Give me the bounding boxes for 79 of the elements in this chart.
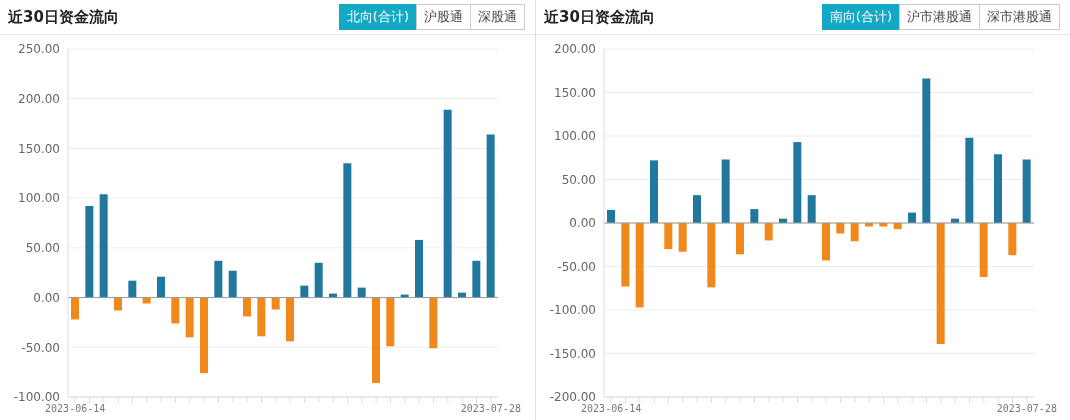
bar	[243, 297, 251, 317]
bar	[721, 159, 730, 223]
y-tick-label: 50.00	[25, 241, 60, 256]
x-tick-label: 2023-06-14	[581, 403, 642, 415]
bar	[200, 297, 208, 374]
y-tick-label: 100.00	[554, 129, 596, 144]
x-tick-label: 2023-07-28	[460, 403, 521, 415]
bar	[257, 297, 266, 337]
bar	[807, 195, 816, 223]
y-tick-label: 100.00	[18, 191, 60, 206]
bar	[142, 297, 151, 304]
bar	[300, 285, 309, 298]
y-tick-label: 250.00	[18, 42, 60, 57]
text: 南向(合计)	[821, 4, 900, 30]
bar	[286, 297, 294, 342]
bar	[979, 223, 988, 277]
bar	[850, 223, 859, 242]
y-tick-label: 150.00	[18, 141, 60, 156]
bar	[386, 297, 395, 347]
text: 沪市港股通	[899, 4, 980, 30]
y-tick-label: -100.00	[549, 303, 596, 318]
bar	[372, 297, 380, 384]
bar	[693, 195, 701, 223]
bar	[1022, 159, 1031, 223]
bar	[85, 206, 94, 298]
bar	[994, 154, 1002, 223]
x-tick-label: 2023-07-28	[996, 403, 1057, 415]
bar	[357, 287, 366, 298]
bar	[822, 223, 830, 261]
bar	[635, 223, 644, 308]
text: 深股通	[470, 4, 525, 30]
y-tick-label: 200.00	[18, 91, 60, 106]
bar	[1008, 223, 1017, 256]
bar	[314, 262, 323, 298]
y-tick-label: -100.00	[13, 390, 60, 405]
bar	[228, 270, 237, 298]
bar	[214, 260, 223, 298]
y-tick-label: -50.00	[557, 259, 596, 274]
bar	[750, 209, 759, 223]
y-tick-label: 200.00	[554, 42, 596, 57]
bar	[114, 297, 122, 311]
bar	[343, 163, 352, 298]
bar	[472, 260, 481, 298]
bar	[621, 223, 630, 287]
y-tick-label: -150.00	[549, 346, 596, 361]
bar	[185, 297, 194, 338]
y-tick-label: -200.00	[549, 390, 596, 405]
bar	[607, 209, 615, 223]
bar	[736, 223, 744, 255]
bar	[764, 223, 773, 241]
bar	[71, 297, 79, 320]
bar	[650, 160, 658, 223]
y-tick-label: 150.00	[554, 85, 596, 100]
bar	[415, 239, 423, 298]
bar	[707, 223, 716, 288]
bar	[486, 134, 495, 298]
bar	[678, 223, 687, 252]
y-tick-label: 0.00	[569, 216, 596, 231]
bar	[793, 142, 802, 223]
chart-title: 近30日资金流向	[544, 7, 655, 27]
y-tick-label: 0.00	[33, 290, 60, 305]
bar	[936, 223, 945, 344]
y-tick-label: 50.00	[561, 172, 596, 187]
y-tick-label: -50.00	[21, 340, 60, 355]
bar	[157, 276, 165, 298]
bar	[128, 280, 137, 298]
bar	[271, 297, 280, 310]
bar	[171, 297, 180, 324]
x-tick-label: 2023-06-14	[45, 403, 106, 415]
bar	[99, 194, 108, 298]
text: 北向(合计)	[338, 4, 417, 30]
bar	[922, 78, 931, 223]
text: 深市港股通	[979, 4, 1060, 30]
bar	[965, 137, 974, 223]
bar	[429, 297, 438, 349]
bar	[664, 223, 673, 250]
text: 沪股通	[416, 4, 471, 30]
chart-title: 近30日资金流向	[8, 7, 119, 27]
bar	[443, 109, 452, 298]
